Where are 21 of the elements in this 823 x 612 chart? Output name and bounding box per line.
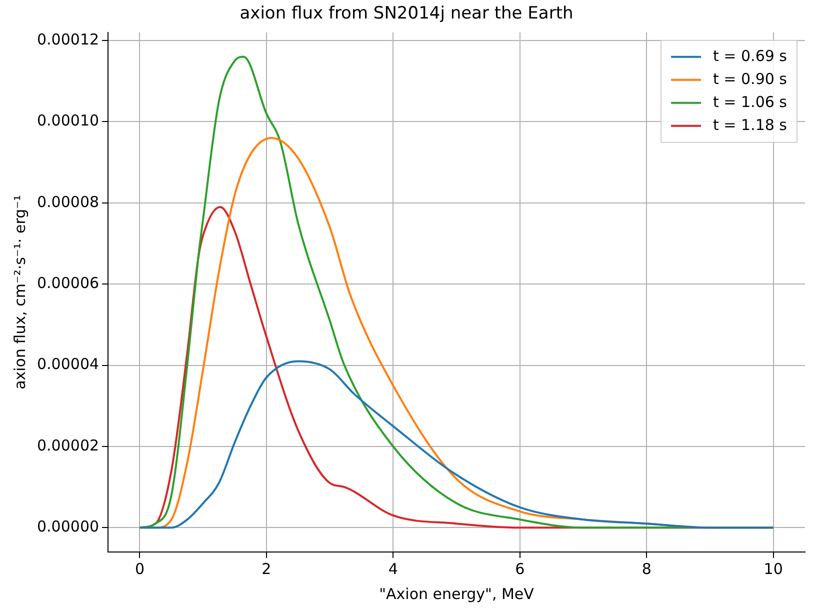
x-tick-label: 2 [262, 560, 272, 578]
legend-label: t = 1.18 s [713, 116, 788, 134]
y-axis-title: axion flux, cm⁻²·s⁻¹· erg⁻¹ [10, 194, 29, 390]
x-axis-title: "Axion energy", MeV [379, 584, 535, 603]
legend-label: t = 0.69 s [713, 46, 788, 65]
y-tick-label: 0.00008 [37, 192, 100, 211]
line-series [138, 360, 774, 529]
x-tick-label: 4 [388, 560, 398, 578]
x-tick-label: 6 [515, 560, 525, 578]
x-tick-label: 8 [642, 560, 652, 578]
x-tick-label: 0 [134, 560, 144, 578]
y-tick-label: 0.00004 [37, 355, 100, 374]
y-tick-label: 0.00006 [37, 274, 100, 292]
x-tick-label: 10 [764, 560, 783, 578]
legend-label: t = 0.90 s [713, 70, 788, 88]
y-tick-label: 0.00012 [37, 30, 100, 48]
y-tick-label: 0.00010 [37, 112, 100, 130]
y-tick-label: 0.00000 [37, 518, 100, 536]
y-tick-label: 0.00002 [37, 436, 100, 454]
chart-title: axion flux from SN2014j near the Earth [240, 4, 574, 24]
legend-label: t = 1.06 s [713, 92, 788, 111]
